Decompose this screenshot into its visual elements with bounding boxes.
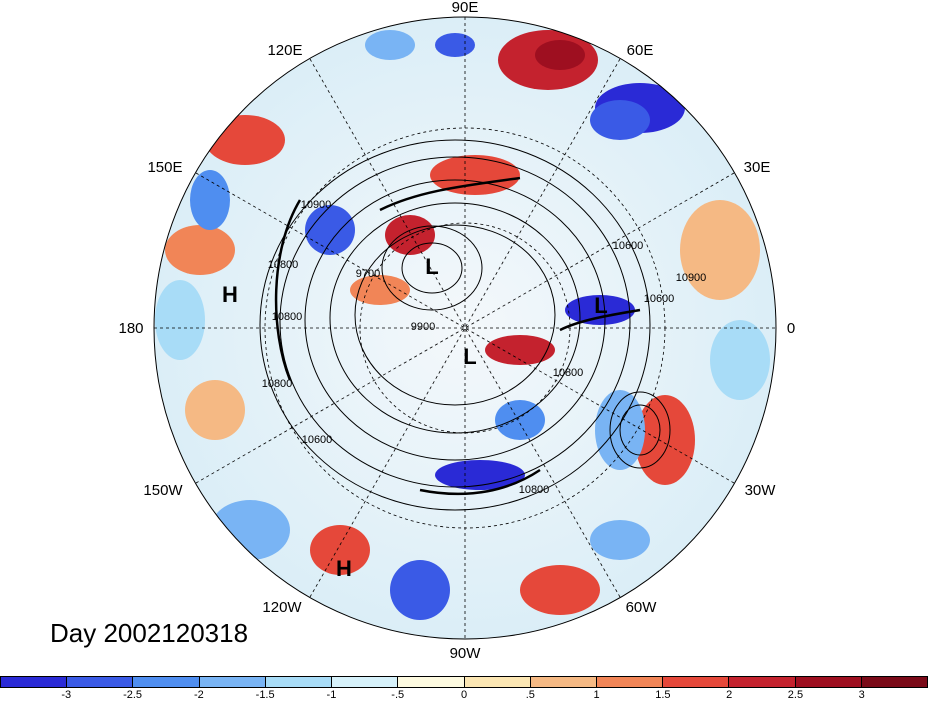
contour-label: 10900 [676,272,707,284]
anomaly-field [154,17,776,639]
lon-label-30w: 30W [745,482,777,499]
lon-label-120e: 120E [267,42,302,59]
colorbar-label: -1.5 [255,689,275,701]
colorbar-label: .5 [525,689,535,701]
colorbar-label: -.5 [391,689,405,701]
colorbar-label: 1.5 [655,689,671,701]
lon-label-120w: 120W [262,599,302,616]
colorbar-label: -3 [61,689,72,701]
contour-label: 10600 [613,240,644,252]
contour-label: 10800 [519,484,550,496]
contour-label: 10800 [272,311,303,323]
lon-label-90e: 90E [452,0,479,16]
lon-label-180: 180 [118,320,143,337]
lon-label-0: 0 [787,320,795,337]
contour-label: 10600 [644,293,675,305]
contour-label: 10900 [301,199,332,211]
colorbar-segment [332,677,399,687]
lon-label-150w: 150W [143,482,183,499]
colorbar-label: 0 [460,689,468,701]
colorbar-label: 3 [858,689,865,701]
colorbar-segment [795,677,862,687]
contour-label: 10800 [553,367,584,379]
colorbar-segment [729,677,796,687]
colorbar-segment [199,677,266,687]
lon-label-60w: 60W [626,599,658,616]
colorbar-label: 1 [593,689,600,701]
colorbar-label: -2 [193,689,204,701]
colorbar-segment [67,677,134,687]
low-marker: L [463,344,476,369]
lon-label-30e: 30E [744,159,771,176]
contour-label: 9700 [356,268,380,280]
colorbar-segment [464,677,531,687]
day-label: Day 2002120318 [50,618,249,648]
map-boundary [153,16,777,640]
lon-label-90w: 90W [450,645,482,662]
colorbar-segment [530,677,597,687]
high-marker: H [222,282,238,307]
colorbar-label: 2.5 [787,689,804,701]
lon-label-60e: 60E [627,42,654,59]
colorbar-segment [663,677,730,687]
colorbar-segment [398,677,465,687]
colorbar-segment [861,677,928,687]
lon-label-150e: 150E [147,159,182,176]
colorbar-segment [596,677,664,687]
height-contours [259,139,671,511]
low-marker: L [425,254,438,279]
colorbar-segment [1,677,68,687]
colorbar-labels: -3 -2.5 -2 -1.5 -1 -.5 0 .5 1 1.5 2 2.5 3 [0,689,928,702]
colorbar-segment [265,677,333,687]
graticule [154,17,776,639]
high-marker: H [336,556,352,581]
contour-label: 10800 [262,378,293,390]
contour-label: 10600 [302,434,333,446]
colorbar [0,676,928,688]
jet-contours [274,176,641,496]
colorbar-label: -2.5 [123,689,143,701]
contour-label: 9900 [411,321,435,333]
low-marker: L [594,293,607,318]
contour-label: 10800 [268,259,299,271]
colorbar-label: -1 [326,689,337,701]
colorbar-segment [133,677,200,687]
colorbar-label: 2 [726,689,733,701]
